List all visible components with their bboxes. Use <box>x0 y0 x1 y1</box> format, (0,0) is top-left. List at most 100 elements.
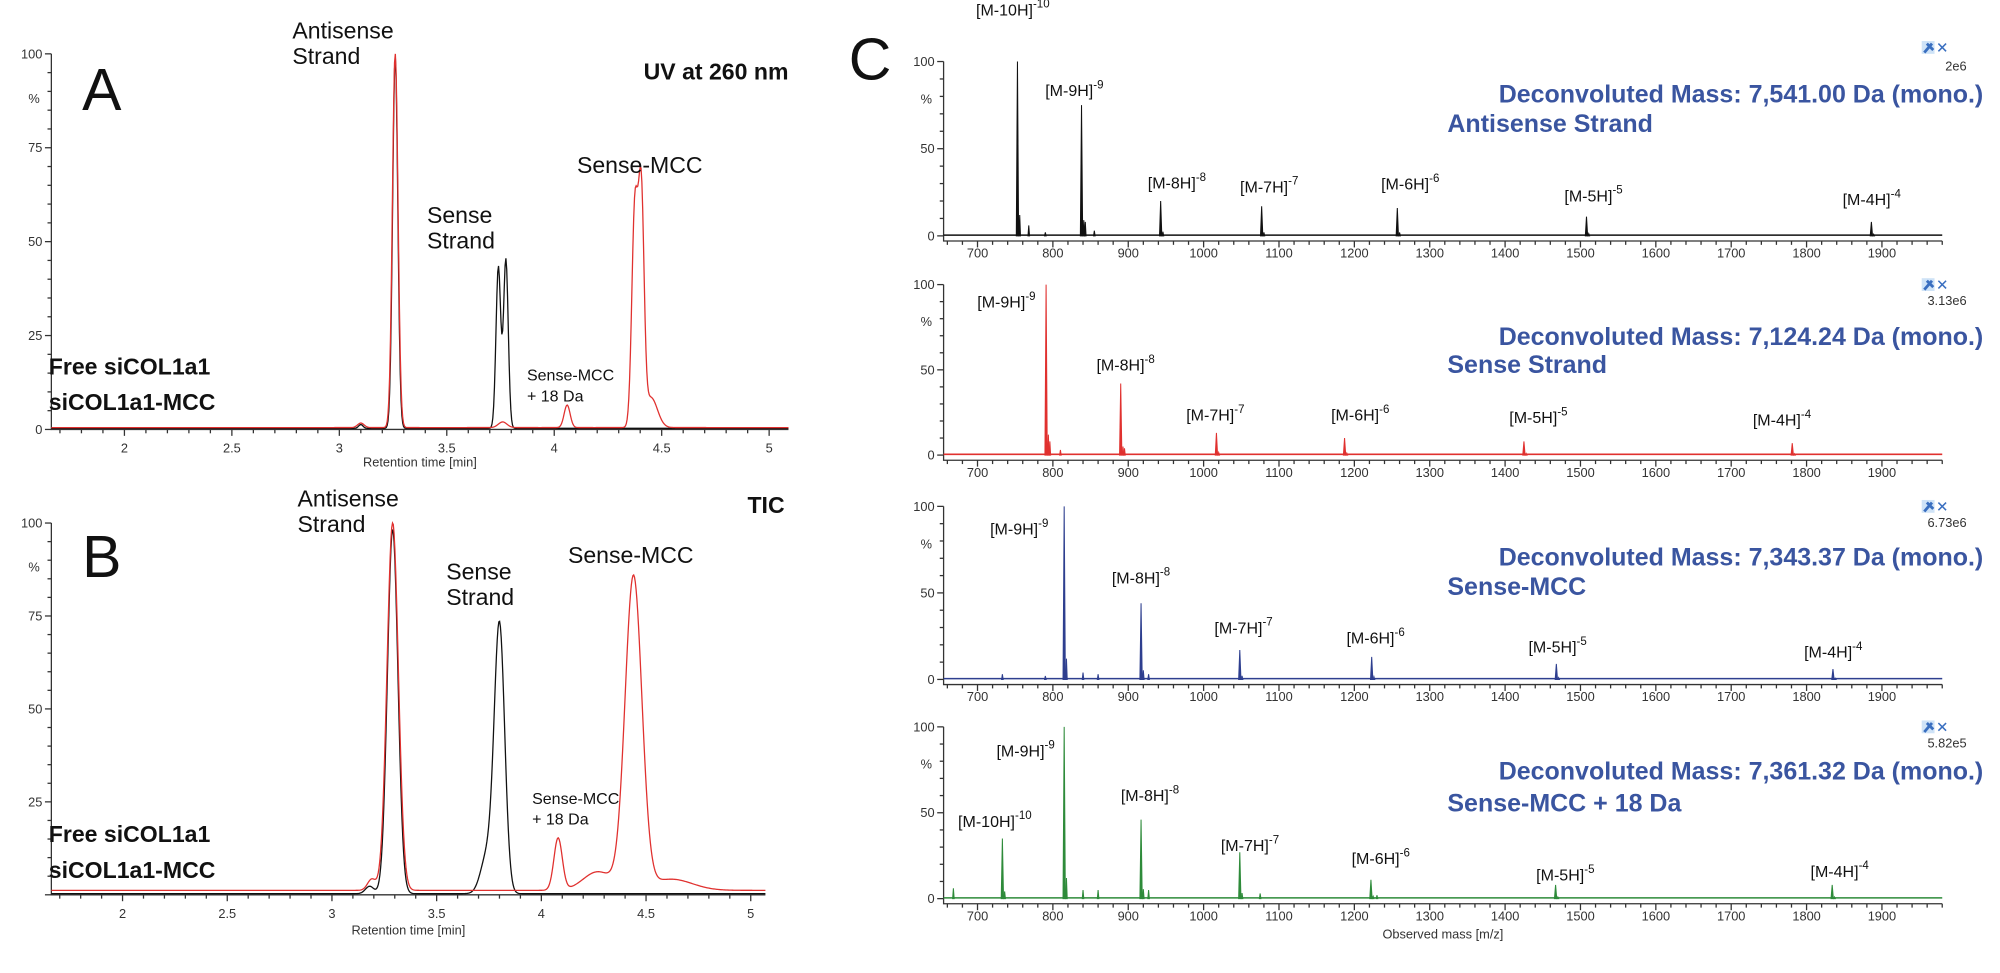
x-tick-label: 700 <box>967 908 988 923</box>
peak-annotation: Sense-MCC <box>577 152 703 178</box>
peak-bar <box>1139 819 1143 900</box>
pin-icon[interactable] <box>1921 41 1935 54</box>
y-tick-label: 50 <box>28 701 42 716</box>
peak-annotation: Strand <box>292 43 360 69</box>
peak-bar <box>1238 852 1242 900</box>
y-axis-label: % <box>28 91 39 106</box>
species-subtitle: Sense-MCC <box>1447 573 1586 601</box>
y-tick-label: 0 <box>927 672 934 687</box>
isotope-peak <box>1557 676 1561 680</box>
peak-label-ion: [M-10H] <box>958 813 1015 831</box>
peak-label-charge: -9 <box>1045 740 1055 752</box>
peak-label-charge: -7 <box>1269 835 1279 847</box>
peak-label: [M-7H]-7 <box>1214 617 1272 638</box>
x-tick-label: 1500 <box>1566 689 1594 704</box>
isotope-peak <box>1371 894 1375 900</box>
x-tick-label: 1800 <box>1792 908 1820 923</box>
x-tick-label: 1600 <box>1642 689 1670 704</box>
peak-annotation: Sense <box>446 558 511 584</box>
x-tick-label: 1700 <box>1717 908 1745 923</box>
x-tick-label: 1000 <box>1189 689 1217 704</box>
x-tick-label: 4 <box>538 906 545 921</box>
x-tick-label: 5 <box>747 906 754 921</box>
chromatogram-panel-b: 25 50 75 100% 2 2.5 3 3.5 4 4.5 5 Retention time [m… <box>21 485 785 937</box>
y-tick-label: 100 <box>21 516 42 531</box>
peak-bar <box>1139 603 1143 680</box>
deconvoluted-mass-title: Deconvoluted Mass: 7,343.37 Da (mono.) <box>1499 543 1984 571</box>
peak-bar <box>1000 838 1005 900</box>
peak-annotation: Strand <box>297 511 365 537</box>
x-tick-label: 4.5 <box>637 906 655 921</box>
peak-bar <box>1079 105 1084 237</box>
isotope-peak <box>1872 232 1876 237</box>
peak-label-ion: [M-8H] <box>1148 174 1196 192</box>
peak-label-charge: -9 <box>1038 518 1048 530</box>
peak-bar <box>1369 656 1374 680</box>
close-icon[interactable] <box>1937 280 1947 289</box>
legend-entry: Free siCOL1a1 <box>49 821 211 847</box>
x-tick-label: 800 <box>1042 465 1063 480</box>
minor-peak <box>1096 674 1100 680</box>
y-tick-label: 50 <box>920 585 934 600</box>
peak-label-ion: [M-5H] <box>1528 639 1576 657</box>
peak-label-ion: [M-8H] <box>1121 787 1169 805</box>
peak-label-charge: -10 <box>1033 0 1050 11</box>
pin-icon[interactable] <box>1921 278 1935 292</box>
x-tick-label: 1900 <box>1868 465 1896 480</box>
x-tick-label: 900 <box>1118 465 1139 480</box>
pin-icon[interactable] <box>1921 499 1935 513</box>
x-tick-label: 1700 <box>1717 246 1745 261</box>
x-tick-label: 700 <box>967 465 988 480</box>
deconvoluted-mass-title: Deconvoluted Mass: 7,124.24 Da (mono.) <box>1499 323 1984 351</box>
peak-label-ion: [M-7H] <box>1221 837 1269 855</box>
peak-bar <box>1831 668 1835 680</box>
isotope-peak <box>1018 214 1022 237</box>
y-tick-label: 25 <box>28 328 42 343</box>
peak-label-ion: [M-4H] <box>1811 863 1859 881</box>
peak-bar <box>1395 207 1400 237</box>
x-tick-label: 4.5 <box>653 441 671 456</box>
x-tick-label: 1600 <box>1642 246 1670 261</box>
peak-bar <box>1369 879 1373 900</box>
x-tick-label: 1200 <box>1340 908 1368 923</box>
close-icon[interactable] <box>1937 43 1947 52</box>
trace-free-sicol1a1 <box>51 57 789 429</box>
axes <box>942 284 1943 461</box>
peak-label-ion: [M-6H] <box>1346 630 1394 648</box>
minor-peak <box>1043 675 1047 680</box>
y-axis-label: % <box>921 757 932 772</box>
x-tick-label: 1800 <box>1792 689 1820 704</box>
close-icon[interactable] <box>1937 722 1947 732</box>
chart-title: TIC <box>747 492 784 518</box>
minor-peak <box>952 888 955 900</box>
legend-entry: Free siCOL1a1 <box>49 353 211 379</box>
x-tick-label: 1900 <box>1868 908 1896 923</box>
x-tick-label: 1000 <box>1189 908 1217 923</box>
trace-sicol1a1-mcc <box>51 521 766 891</box>
close-icon[interactable] <box>1937 501 1947 511</box>
pin-icon[interactable] <box>1921 720 1935 734</box>
x-tick-label: 1900 <box>1868 689 1896 704</box>
isotope-peak <box>1792 452 1797 456</box>
peak-annotation: Strand <box>427 228 495 254</box>
peak-label-charge: -6 <box>1379 404 1389 416</box>
isotope-peak <box>1262 232 1266 237</box>
x-tick-label: 900 <box>1118 246 1139 261</box>
peak-label: [M-8H]-8 <box>1148 172 1206 193</box>
isotope-peak <box>1524 452 1528 456</box>
peak-bar <box>1062 506 1066 680</box>
y-tick-label: 0 <box>35 422 42 437</box>
x-tick-label: 3.5 <box>428 906 446 921</box>
isotope-peak <box>1556 895 1560 900</box>
peak-annotation: Sense <box>427 202 492 228</box>
peak-label: [M-8H]-8 <box>1096 354 1154 375</box>
x-tick-label: 1100 <box>1265 465 1293 480</box>
x-tick-label: 3 <box>328 906 335 921</box>
panel-letter-c: C <box>849 27 892 92</box>
peak-label: [M-6H]-6 <box>1352 847 1410 868</box>
y-tick-label: 50 <box>920 805 934 820</box>
x-tick-label: 1200 <box>1340 689 1368 704</box>
y-tick-label: 100 <box>21 46 42 61</box>
x-tick-label: 1300 <box>1415 465 1443 480</box>
peak-label-charge: -6 <box>1429 173 1439 185</box>
